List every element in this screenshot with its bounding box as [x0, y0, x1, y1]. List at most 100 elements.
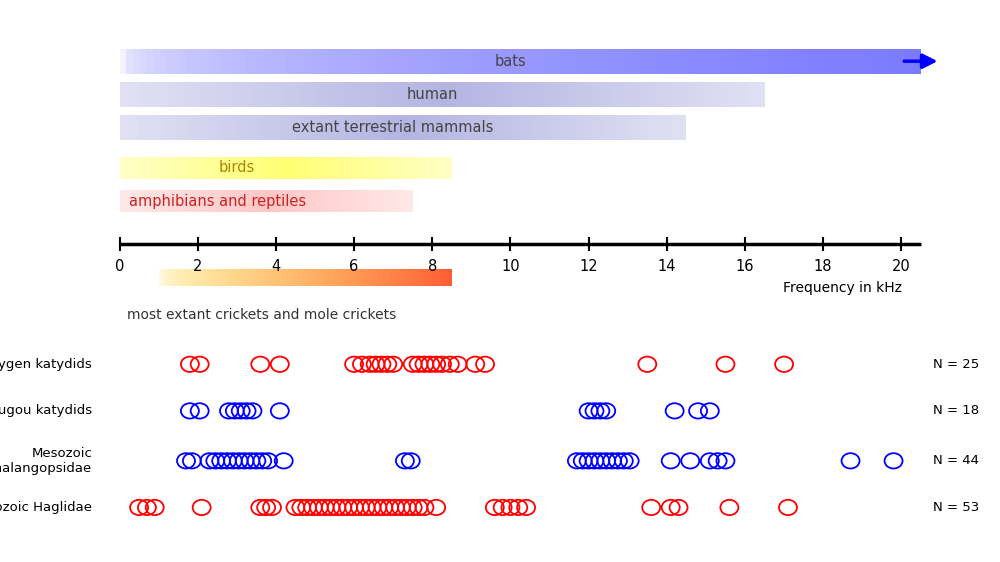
Bar [212, 191, 215, 212]
Bar [442, 82, 447, 107]
Bar [242, 191, 244, 212]
Bar [316, 157, 319, 179]
Bar [156, 191, 159, 212]
Bar [667, 115, 672, 140]
Bar [164, 269, 167, 286]
Bar [367, 49, 373, 74]
Bar [120, 49, 126, 74]
Bar [294, 157, 297, 179]
Bar [727, 82, 732, 107]
Bar [286, 191, 288, 212]
Bar [185, 269, 188, 286]
Bar [305, 191, 308, 212]
Bar [337, 191, 339, 212]
Bar [281, 191, 283, 212]
Bar [544, 82, 550, 107]
Bar [421, 82, 426, 107]
Bar [205, 157, 208, 179]
Bar [266, 157, 269, 179]
Bar [223, 269, 226, 286]
Bar [396, 157, 399, 179]
Bar [566, 82, 571, 107]
Bar [349, 269, 352, 286]
Bar [182, 269, 185, 286]
Bar [276, 191, 278, 212]
Bar [308, 115, 313, 140]
Bar [389, 115, 394, 140]
Bar [340, 82, 345, 107]
Bar [186, 157, 189, 179]
Bar [861, 49, 867, 74]
Bar [320, 191, 322, 212]
Bar [235, 269, 238, 286]
Bar [166, 191, 168, 212]
Bar [535, 115, 540, 140]
Bar [211, 269, 214, 286]
Bar [636, 82, 641, 107]
Bar [216, 157, 219, 179]
Bar [646, 82, 652, 107]
Bar [208, 269, 211, 286]
Bar [216, 82, 222, 107]
Bar [261, 157, 264, 179]
Bar [342, 115, 346, 140]
Bar [407, 49, 413, 74]
Bar [227, 82, 232, 107]
Bar [173, 82, 179, 107]
Bar [393, 191, 396, 212]
Bar [250, 157, 252, 179]
Bar [299, 115, 304, 140]
Bar [269, 157, 272, 179]
Bar [241, 269, 244, 286]
Bar [299, 269, 302, 286]
Bar [140, 49, 146, 74]
Bar [401, 191, 403, 212]
Bar [539, 82, 544, 107]
Bar [340, 269, 343, 286]
Bar [129, 115, 134, 140]
Bar [200, 82, 206, 107]
Bar [801, 49, 807, 74]
Bar [652, 82, 657, 107]
Bar [332, 269, 335, 286]
Bar [275, 157, 277, 179]
Bar [286, 49, 293, 74]
Bar [564, 115, 568, 140]
Bar [183, 157, 186, 179]
Bar [130, 82, 136, 107]
Text: 18: 18 [814, 259, 832, 274]
Bar [488, 115, 493, 140]
Bar [203, 269, 206, 286]
Bar [358, 157, 360, 179]
Bar [352, 269, 355, 286]
Bar [239, 157, 241, 179]
Bar [228, 115, 233, 140]
Bar [120, 82, 125, 107]
Bar [405, 269, 408, 286]
Bar [410, 157, 413, 179]
Text: birds: birds [219, 160, 255, 175]
Bar [360, 115, 365, 140]
Bar [124, 115, 129, 140]
Bar [714, 49, 721, 74]
Bar [308, 191, 310, 212]
Bar [302, 157, 305, 179]
Bar [238, 115, 242, 140]
Bar [233, 115, 238, 140]
Bar [568, 115, 573, 140]
Bar [711, 82, 716, 107]
Bar [320, 269, 323, 286]
Bar [914, 49, 921, 74]
Bar [441, 157, 444, 179]
Bar [200, 157, 203, 179]
Bar [614, 82, 619, 107]
Bar [399, 157, 402, 179]
Bar [381, 191, 383, 212]
Bar [374, 191, 376, 212]
Bar [512, 115, 516, 140]
Bar [514, 49, 520, 74]
Bar [296, 269, 299, 286]
Bar [516, 115, 521, 140]
Bar [313, 49, 320, 74]
Bar [318, 82, 324, 107]
